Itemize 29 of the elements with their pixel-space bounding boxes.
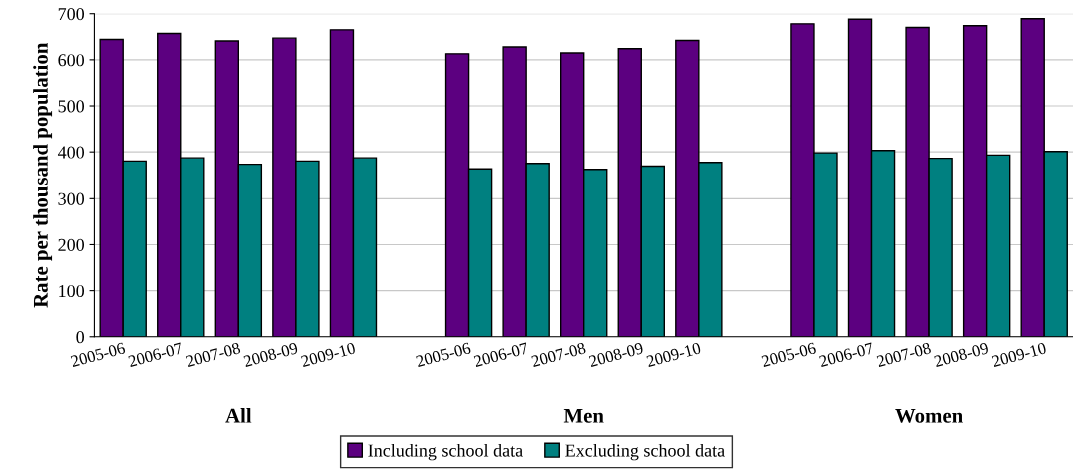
text: Women [895,408,963,423]
y-tick-label: 100 [59,284,85,298]
text: Men [563,408,604,423]
x-tick-label: 2007-08 [530,342,587,368]
x-tick-label: 2008-09 [933,342,990,368]
x-tick-label: 2009-10 [300,342,356,368]
x-tick-label: 2007-08 [876,342,932,368]
legend-label: Excluding school data [565,443,725,461]
x-tick-label: 2006-07 [473,342,529,368]
y-tick-label: 500 [58,100,85,113]
legend-label: Including school data [368,443,523,461]
x-tick-label: 2007-08 [185,342,241,368]
text: All [225,408,252,423]
y-tick-label: 200 [58,238,85,251]
y-tick-label: 400 [57,146,85,159]
y-tick-label: 0 [76,331,85,344]
x-tick-label: 2008-09 [243,342,299,368]
y-tick-label: 700 [58,7,85,21]
x-tick-label: 2009-10 [646,342,702,368]
y-tick-label: 300 [58,192,85,205]
x-tick-label: 2005-06 [70,342,126,368]
x-tick-label: 2006-07 [127,342,184,368]
x-tick-label: 2006-07 [818,342,875,368]
y-axis-title: Rate per thousand population [33,42,53,308]
y-tick-label: 600 [58,54,85,67]
x-tick-label: 2005-06 [415,342,472,368]
x-tick-label: 2008-09 [588,342,644,368]
x-tick-label: 2009-10 [991,342,1047,368]
x-tick-label: 2005-06 [761,342,817,368]
